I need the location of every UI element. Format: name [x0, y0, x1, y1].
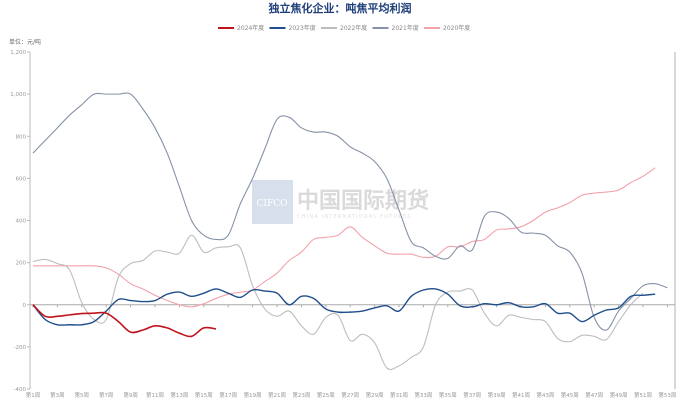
unit-label: 单位：元/吨 [9, 38, 41, 46]
watermark: CIFCO 中国国际期货 CHINA INTERNATIONAL FUTURES [252, 180, 429, 224]
watermark-name: 中国国际期货 [297, 188, 429, 214]
x-tick-label: 第19周 [244, 391, 262, 399]
legend-item: 2022年度 [321, 24, 367, 32]
x-tick-label: 第43周 [536, 391, 554, 399]
x-tick-label: 第3周 [50, 391, 65, 399]
series-lines [32, 92, 668, 371]
y-tick-label: 200 [16, 261, 27, 267]
legend-label: 2022年度 [340, 24, 367, 32]
legend-item: 2024年度 [218, 24, 264, 32]
x-tick-label: 第39周 [488, 391, 506, 399]
x-tick-label: 第47周 [585, 391, 603, 399]
x-tick-label: 第7周 [99, 391, 114, 399]
x-tick-label: 第5周 [75, 391, 90, 399]
x-tick-label: 第49周 [610, 391, 628, 399]
x-tick-label: 第23周 [292, 391, 310, 399]
x-tick-label: 第37周 [463, 391, 481, 399]
watermark-logo-text: CIFCO [257, 199, 288, 209]
x-tick-label: 第1周 [26, 391, 41, 399]
legend-label: 2023年度 [289, 24, 316, 32]
watermark-subtitle: CHINA INTERNATIONAL FUTURES [297, 214, 412, 220]
y-ticks: 1,200 1,000 800 600 400 200 0 -200 -400 [10, 50, 30, 393]
chart-title: 独立焦化企业：吨焦平均利润 [268, 1, 412, 15]
x-tick-label: 第17周 [219, 391, 237, 399]
legend-item: 2023年度 [269, 24, 316, 32]
x-tick-label: 第29周 [366, 391, 384, 399]
legend-label: 2021年度 [392, 24, 419, 32]
x-tick-label: 第21周 [268, 391, 286, 399]
legend-label: 2024年度 [237, 24, 264, 32]
y-tick-label: -400 [14, 387, 27, 393]
x-tick-label: 第45周 [561, 391, 579, 399]
x-tick-label: 第11周 [146, 391, 164, 399]
x-tick-label: 第13周 [170, 391, 188, 399]
x-tick-label: 第51周 [634, 391, 652, 399]
x-tick-label: 第31周 [390, 391, 408, 399]
series-line-2024年度 [32, 304, 217, 338]
y-tick-label: 1,000 [10, 92, 26, 98]
y-tick-label: 1,200 [10, 50, 26, 56]
series-line-2020年度 [33, 167, 656, 308]
x-tick-label: 第27周 [341, 391, 359, 399]
x-tick-label: 第35周 [439, 391, 457, 399]
series-line-2022年度 [32, 234, 644, 371]
x-tick-label: 第9周 [123, 391, 138, 399]
x-tick-label: 第33周 [414, 391, 432, 399]
y-tick-label: 0 [23, 303, 27, 309]
legend-label: 2020年度 [443, 24, 470, 32]
series-line-2023年度 [32, 287, 656, 326]
x-tick-label: 第25周 [317, 391, 335, 399]
y-tick-label: 800 [16, 134, 27, 140]
watermark-logo-box [252, 180, 293, 224]
legend-item: 2021年度 [372, 24, 419, 32]
series-line-2021年度 [32, 92, 668, 331]
legend-item: 2020年度 [424, 24, 470, 32]
y-tick-label: 400 [16, 219, 27, 225]
x-ticks: 第1周 第3周 第5周 第7周 第9周 第11周 第13周 第15周 第17周 第19周 第21周第… [26, 304, 676, 399]
y-tick-label: -200 [14, 345, 27, 351]
x-tick-label: 第15周 [195, 391, 213, 399]
x-tick-label: 第53周 [658, 391, 676, 399]
y-tick-label: 600 [16, 176, 27, 182]
x-tick-label: 第41周 [512, 391, 530, 399]
legend: 2024年度 2023年度 2022年度 2021年度 2020年度 [218, 24, 470, 32]
